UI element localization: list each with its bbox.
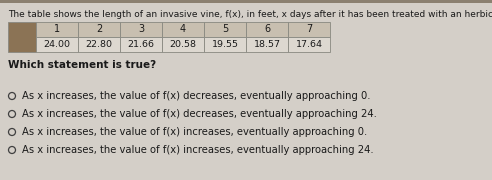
Text: As x increases, the value of f(x) increases, eventually approaching 24.: As x increases, the value of f(x) increa…: [22, 145, 373, 155]
Bar: [288, 22, 330, 37]
Bar: [8, 22, 36, 52]
Bar: [0, 0, 492, 3]
Bar: [204, 37, 246, 52]
Bar: [162, 22, 204, 37]
Text: 2: 2: [96, 24, 102, 35]
Text: 4: 4: [180, 24, 186, 35]
Bar: [204, 22, 246, 37]
Text: 7: 7: [306, 24, 312, 35]
Text: 24.00: 24.00: [43, 40, 70, 49]
Bar: [36, 37, 78, 52]
Bar: [36, 22, 78, 37]
Text: 22.80: 22.80: [86, 40, 113, 49]
Bar: [78, 37, 120, 52]
Text: 6: 6: [264, 24, 270, 35]
Text: As x increases, the value of f(x) increases, eventually approaching 0.: As x increases, the value of f(x) increa…: [22, 127, 367, 137]
Text: 20.58: 20.58: [170, 40, 196, 49]
Text: As x increases, the value of f(x) decreases, eventually approaching 0.: As x increases, the value of f(x) decrea…: [22, 91, 370, 101]
Text: 21.66: 21.66: [127, 40, 154, 49]
Text: 1: 1: [54, 24, 60, 35]
Text: The table shows the length of an invasive vine, f(x), in feet, x days after it h: The table shows the length of an invasiv…: [8, 10, 492, 19]
Bar: [78, 22, 120, 37]
Bar: [162, 37, 204, 52]
Text: 3: 3: [138, 24, 144, 35]
Text: Which statement is true?: Which statement is true?: [8, 60, 156, 70]
Bar: [120, 37, 162, 52]
Text: 19.55: 19.55: [212, 40, 239, 49]
Text: 17.64: 17.64: [296, 40, 322, 49]
Bar: [246, 22, 288, 37]
Text: 18.57: 18.57: [253, 40, 280, 49]
Bar: [120, 22, 162, 37]
Text: As x increases, the value of f(x) decreases, eventually approaching 24.: As x increases, the value of f(x) decrea…: [22, 109, 377, 119]
Text: 5: 5: [222, 24, 228, 35]
Bar: [288, 37, 330, 52]
Bar: [246, 37, 288, 52]
